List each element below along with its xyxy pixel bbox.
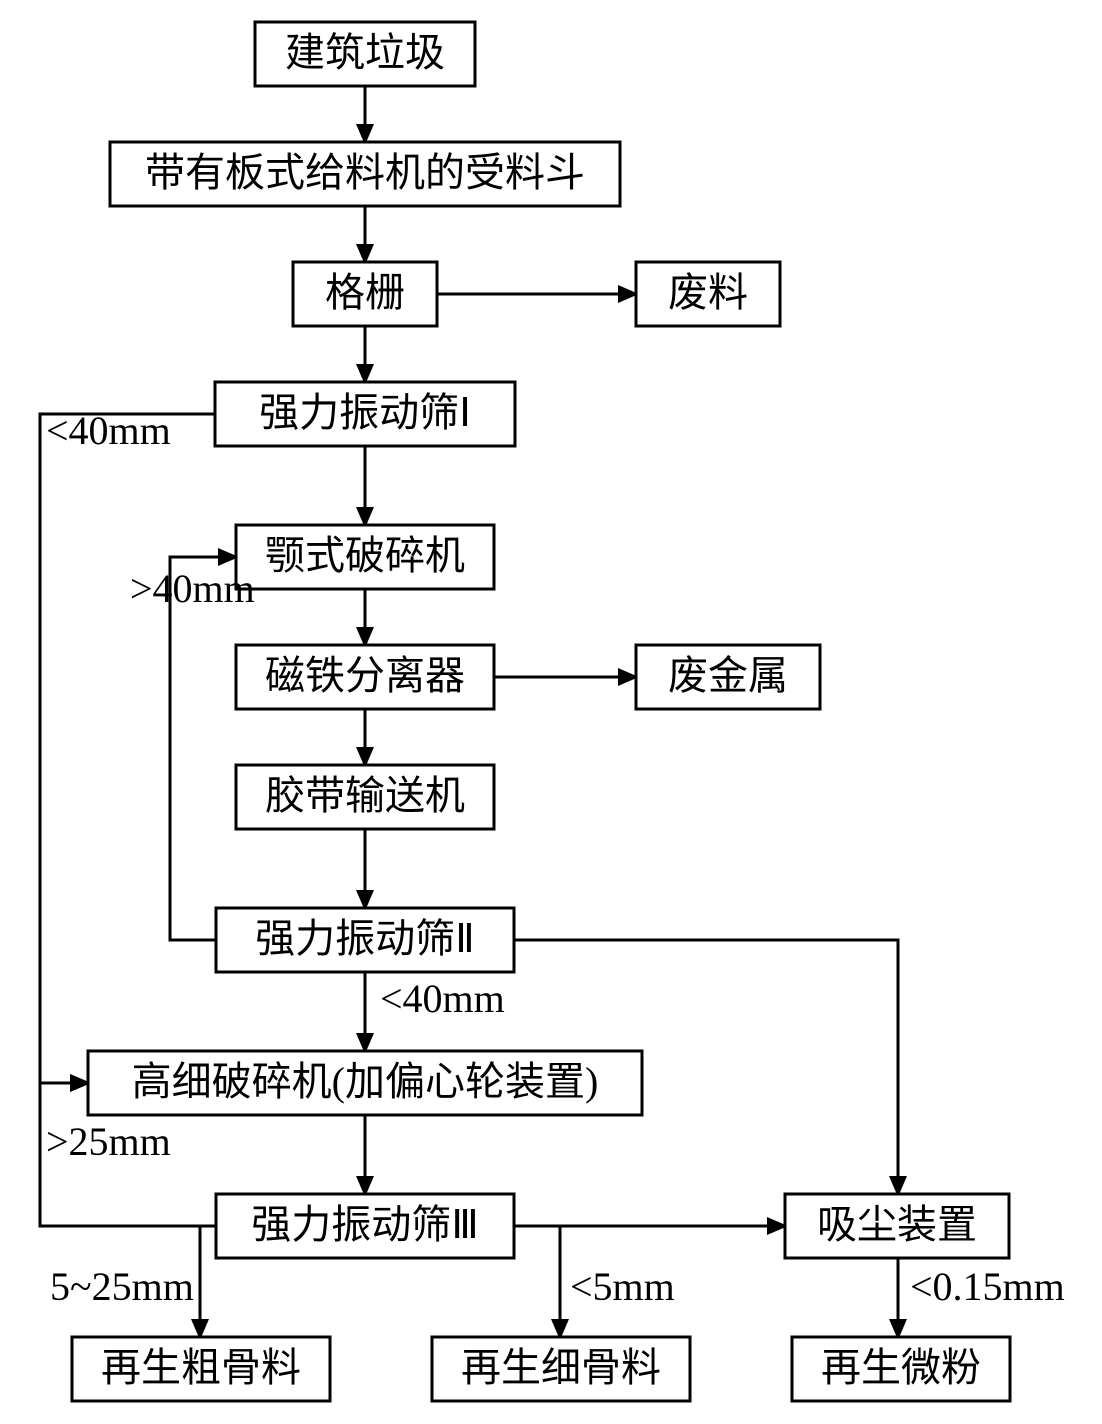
- edge-label: <40mm: [380, 976, 505, 1021]
- flow-node-n10: 强力振动筛Ⅲ: [216, 1194, 514, 1258]
- flow-node-o1: 再生粗骨料: [72, 1337, 330, 1401]
- edge-label: 5~25mm: [50, 1264, 194, 1309]
- flow-node-n10b: 吸尘装置: [785, 1194, 1009, 1258]
- flow-node-n2: 带有板式给料机的受料斗: [110, 142, 620, 206]
- flowchart-canvas: 建筑垃圾带有板式给料机的受料斗格栅 废料强力振动筛Ⅰ 颚式破碎机磁铁分离器 废金属胶带…: [0, 0, 1102, 1424]
- node-label: 吸尘装置: [817, 1202, 977, 1247]
- flow-node-n5: 颚式破碎机: [236, 525, 494, 589]
- flow-node-n6b: 废金属: [636, 645, 820, 709]
- flow-node-n6: 磁铁分离器: [236, 645, 494, 709]
- flow-node-o2: 再生细骨料: [432, 1337, 690, 1401]
- node-label: 强力振动筛Ⅱ: [255, 916, 475, 961]
- node-label: 胶带输送机: [265, 773, 465, 818]
- node-label: 强力振动筛Ⅲ: [251, 1202, 479, 1247]
- flow-node-n3: 格栅: [293, 262, 437, 326]
- flow-node-n3b: 废料: [636, 262, 780, 326]
- node-label: 带有板式给料机的受料斗: [145, 150, 585, 195]
- flow-node-n8: 强力振动筛Ⅱ: [216, 908, 514, 972]
- node-label: 再生细骨料: [461, 1345, 661, 1390]
- flow-node-n4: 强力振动筛Ⅰ: [215, 382, 515, 446]
- node-label: 强力振动筛Ⅰ: [259, 390, 471, 435]
- node-label: 再生粗骨料: [101, 1345, 301, 1390]
- node-label: 再生微粉: [821, 1345, 981, 1390]
- node-label: 废金属: [668, 653, 788, 698]
- flow-node-n9: 高细破碎机(加偏心轮装置): [88, 1051, 642, 1115]
- edge-label: >25mm: [46, 1119, 171, 1164]
- flow-edge: [200, 1226, 216, 1337]
- flow-edge: [40, 414, 215, 1083]
- flow-edge: [514, 1226, 560, 1337]
- flow-node-n1: 建筑垃圾: [255, 22, 475, 86]
- node-label: 建筑垃圾: [285, 30, 445, 75]
- node-label: 废料: [668, 270, 748, 315]
- edge-label: <0.15mm: [910, 1264, 1065, 1309]
- flow-node-n7: 胶带输送机: [236, 765, 494, 829]
- flow-node-o3: 再生微粉: [792, 1337, 1010, 1401]
- node-label: 高细破碎机(加偏心轮装置): [132, 1059, 599, 1104]
- edge-label: <5mm: [570, 1264, 675, 1309]
- node-label: 颚式破碎机: [265, 533, 465, 578]
- edge-label: >40mm: [130, 566, 255, 611]
- node-label: 磁铁分离器: [265, 653, 465, 698]
- node-label: 格栅: [325, 270, 405, 315]
- flow-edge: [170, 557, 236, 940]
- edge-label: <40mm: [46, 408, 171, 453]
